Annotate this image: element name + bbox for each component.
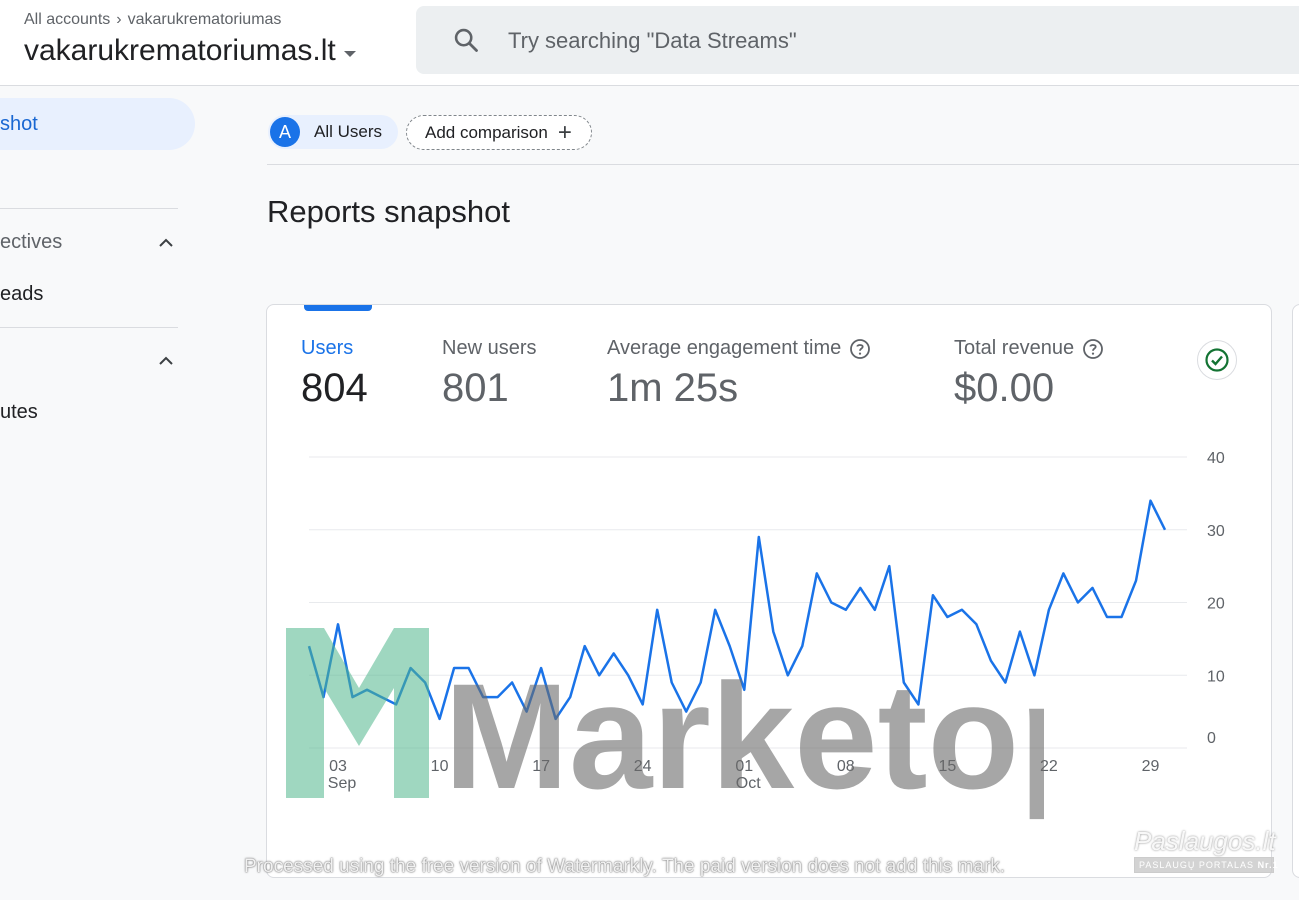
- x-tick-label: 03: [329, 758, 347, 775]
- breadcrumb-all-accounts[interactable]: All accounts: [24, 11, 111, 28]
- y-tick-label: 20: [1207, 596, 1225, 613]
- metric-tab-total-revenue[interactable]: Total revenue $0.00: [954, 337, 1104, 411]
- chevron-up-icon[interactable]: [156, 351, 176, 371]
- metric-value: 804: [301, 366, 368, 410]
- search-bar[interactable]: Try searching "Data Streams": [416, 6, 1299, 74]
- metric-tab-avg-engagement[interactable]: Average engagement time 1m 25s: [607, 337, 871, 411]
- sidebar-item-label: shot: [0, 113, 38, 135]
- x-tick-label: 01: [735, 758, 753, 775]
- metric-label-row: Average engagement time: [607, 337, 871, 360]
- series-line-users: [307, 499, 1167, 721]
- sidebar-item-leads[interactable]: eads: [0, 283, 44, 305]
- metric-label: Average engagement time: [607, 337, 842, 359]
- metric-value: $0.00: [954, 366, 1055, 410]
- metric-tab-users[interactable]: Users 804: [301, 337, 368, 411]
- metric-value: 1m 25s: [607, 366, 739, 410]
- page-title: Reports snapshot: [267, 194, 510, 229]
- help-icon[interactable]: [849, 338, 871, 360]
- segment-label: All Users: [314, 122, 383, 141]
- y-tick-label: 30: [1207, 523, 1225, 540]
- toolbar-divider: [267, 164, 1299, 165]
- add-comparison-label: Add comparison: [425, 122, 548, 142]
- x-tick-label: 24: [634, 758, 652, 775]
- search-input[interactable]: Try searching "Data Streams": [508, 28, 797, 53]
- sidebar-item-reports-snapshot[interactable]: shot: [0, 98, 195, 150]
- x-tick-label: 15: [938, 758, 956, 775]
- data-quality-button[interactable]: [1197, 340, 1237, 380]
- sidebar-item-attributes[interactable]: utes: [0, 401, 38, 423]
- chevron-right-icon: ›: [116, 11, 122, 28]
- sidebar-divider: [0, 327, 178, 328]
- y-tick-label: 10: [1207, 668, 1225, 685]
- breadcrumb-account[interactable]: vakarukrematoriumas: [127, 11, 282, 28]
- chevron-up-icon[interactable]: [156, 233, 176, 253]
- active-tab-indicator: [304, 305, 372, 311]
- caret-down-icon: [343, 51, 356, 57]
- x-tick-label: 29: [1142, 758, 1160, 775]
- breadcrumb: All accounts › vakarukrematoriumas: [24, 11, 281, 29]
- next-card-edge: [1292, 304, 1299, 878]
- x-tick-label: 10: [431, 758, 449, 775]
- x-tick-label: 22: [1040, 758, 1058, 775]
- plus-icon: +: [557, 118, 572, 146]
- x-tick-sublabel: Oct: [736, 775, 761, 792]
- metric-label: Total revenue: [954, 337, 1075, 359]
- metric-label: Users: [301, 337, 354, 359]
- top-bar: All accounts › vakarukrematoriumas vakar…: [0, 0, 1299, 86]
- segment-chip-all-users[interactable]: A All Users: [268, 115, 399, 149]
- metric-label: New users: [442, 337, 537, 359]
- x-tick-label: 08: [837, 758, 855, 775]
- y-tick-label: 40: [1207, 450, 1225, 467]
- metrics-card: Users 804 New users 801 Average engageme…: [266, 304, 1272, 878]
- property-selector[interactable]: vakarukrematoriumas.lt: [24, 34, 356, 68]
- x-tick-label: 17: [532, 758, 550, 775]
- sidebar-divider: [0, 208, 178, 209]
- segment-avatar: A: [270, 117, 300, 147]
- metric-value: 801: [442, 366, 509, 410]
- sidebar-section-title[interactable]: ectives: [0, 231, 63, 253]
- check-circle-icon: [1205, 348, 1229, 372]
- add-comparison-button[interactable]: Add comparison +: [406, 115, 592, 150]
- metric-label-row: Total revenue: [954, 337, 1104, 360]
- property-name: vakarukrematoriumas.lt: [24, 34, 336, 67]
- search-icon: [454, 28, 478, 52]
- sidebar: shot ectives eads utes: [0, 87, 200, 900]
- x-tick-sublabel: Sep: [328, 775, 357, 792]
- metric-tab-new-users[interactable]: New users 801: [442, 337, 536, 411]
- help-icon[interactable]: [1082, 338, 1104, 360]
- y-tick-label: 0: [1207, 730, 1216, 747]
